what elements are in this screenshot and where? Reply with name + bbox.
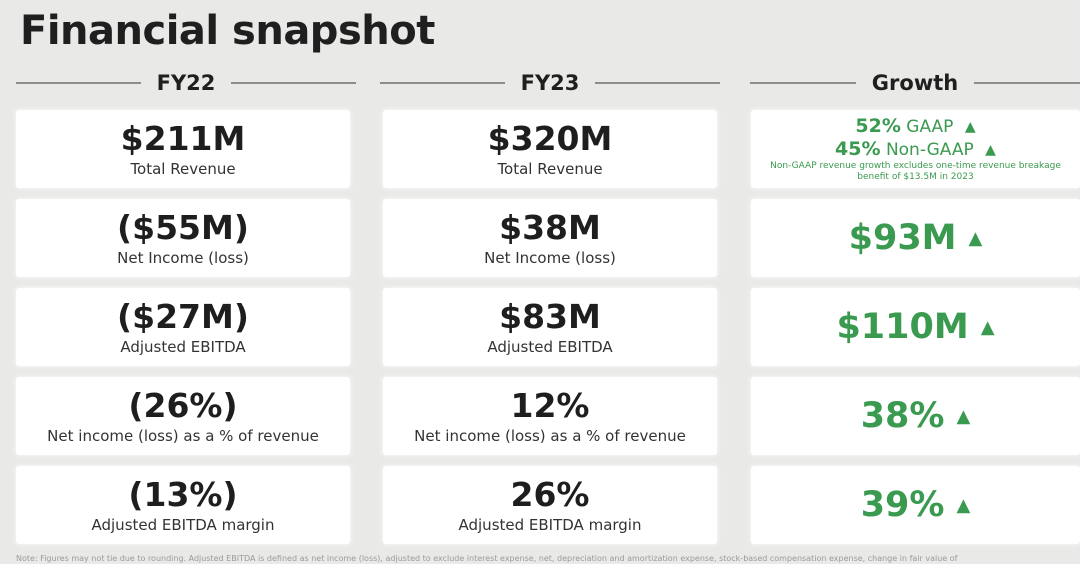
growth-revenue-gaap-label: GAAP bbox=[906, 117, 954, 137]
fy22-ebitda-label: Adjusted EBITDA bbox=[120, 338, 246, 356]
fy22-net-income-label: Net Income (loss) bbox=[117, 249, 249, 267]
fy22-net-income-card: ($55M) Net Income (loss) bbox=[16, 199, 350, 277]
growth-ebitda-margin-row: 39% ▲ bbox=[861, 485, 971, 526]
footnote: Note: Figures may not tie due to roundin… bbox=[16, 554, 958, 563]
fy23-ebitda-label: Adjusted EBITDA bbox=[487, 338, 613, 356]
column-header-fy22: FY22 bbox=[16, 66, 356, 100]
growth-revenue-gaap: 52% GAAP ▲ bbox=[855, 115, 975, 138]
up-arrow-icon: ▲ bbox=[956, 405, 971, 427]
fy23-revenue-card: $320M Total Revenue bbox=[383, 110, 717, 188]
growth-revenue-nongaap-value: 45% bbox=[835, 138, 881, 160]
fy23-revenue-label: Total Revenue bbox=[497, 160, 603, 178]
growth-revenue-card: 52% GAAP ▲ 45% Non-GAAP ▲ Non-GAAP reven… bbox=[751, 110, 1080, 188]
fy23-net-income-pct-value: 12% bbox=[510, 386, 590, 425]
header-rule bbox=[974, 82, 1080, 84]
up-arrow-icon: ▲ bbox=[968, 227, 983, 249]
header-rule bbox=[16, 82, 141, 84]
growth-ebitda-card: $110M ▲ bbox=[751, 288, 1080, 366]
header-rule bbox=[750, 82, 856, 84]
header-rule bbox=[380, 82, 505, 84]
fy22-ebitda-margin-value: (13%) bbox=[128, 475, 238, 514]
growth-net-income-pct-value: 38% bbox=[860, 395, 945, 436]
growth-revenue-note-line1: Non-GAAP revenue growth excludes one-tim… bbox=[770, 161, 1061, 171]
fy23-net-income-pct-card: 12% Net income (loss) as a % of revenue bbox=[383, 377, 717, 455]
fy22-net-income-value: ($55M) bbox=[117, 208, 249, 247]
up-arrow-icon: ▲ bbox=[964, 119, 976, 135]
fy22-net-income-pct-card: (26%) Net income (loss) as a % of revenu… bbox=[16, 377, 350, 455]
fy23-net-income-label: Net Income (loss) bbox=[484, 249, 616, 267]
up-arrow-icon: ▲ bbox=[980, 316, 995, 338]
growth-ebitda-value: $110M bbox=[836, 306, 969, 347]
growth-revenue-nongaap: 45% Non-GAAP ▲ bbox=[835, 138, 996, 161]
fy23-ebitda-card: $83M Adjusted EBITDA bbox=[383, 288, 717, 366]
column-header-fy23: FY23 bbox=[380, 66, 720, 100]
fy22-ebitda-value: ($27M) bbox=[117, 297, 249, 336]
column-header-growth: Growth bbox=[750, 66, 1080, 100]
growth-net-income-value: $93M bbox=[848, 217, 957, 258]
fy23-net-income-pct-label: Net income (loss) as a % of revenue bbox=[414, 427, 686, 445]
growth-ebitda-margin-card: 39% ▲ bbox=[751, 466, 1080, 544]
column-label-fy22: FY22 bbox=[156, 71, 216, 95]
fy23-ebitda-margin-value: 26% bbox=[510, 475, 590, 514]
growth-revenue-gaap-value: 52% bbox=[855, 115, 901, 137]
fy23-ebitda-margin-label: Adjusted EBITDA margin bbox=[458, 516, 642, 534]
growth-ebitda-margin-value: 39% bbox=[860, 484, 945, 525]
fy23-ebitda-margin-card: 26% Adjusted EBITDA margin bbox=[383, 466, 717, 544]
growth-revenue-nongaap-label: Non-GAAP bbox=[885, 140, 974, 160]
up-arrow-icon: ▲ bbox=[985, 142, 996, 158]
fy23-net-income-value: $38M bbox=[499, 208, 601, 247]
page-title: Financial snapshot bbox=[20, 8, 435, 54]
fy23-ebitda-value: $83M bbox=[499, 297, 601, 336]
growth-net-income-card: $93M ▲ bbox=[751, 199, 1080, 277]
growth-net-income-pct-card: 38% ▲ bbox=[751, 377, 1080, 455]
fy23-revenue-value: $320M bbox=[487, 119, 613, 158]
fy22-revenue-label: Total Revenue bbox=[130, 160, 236, 178]
header-rule bbox=[595, 82, 720, 84]
growth-ebitda-row: $110M ▲ bbox=[836, 307, 994, 348]
fy22-revenue-value: $211M bbox=[120, 119, 246, 158]
fy22-net-income-pct-label: Net income (loss) as a % of revenue bbox=[47, 427, 319, 445]
column-label-growth: Growth bbox=[871, 71, 959, 95]
up-arrow-icon: ▲ bbox=[956, 494, 971, 516]
growth-net-income-pct-row: 38% ▲ bbox=[861, 396, 971, 437]
fy22-revenue-card: $211M Total Revenue bbox=[16, 110, 350, 188]
fy22-ebitda-margin-card: (13%) Adjusted EBITDA margin bbox=[16, 466, 350, 544]
column-label-fy23: FY23 bbox=[520, 71, 580, 95]
growth-net-income-row: $93M ▲ bbox=[849, 218, 983, 259]
header-rule bbox=[231, 82, 356, 84]
fy22-ebitda-margin-label: Adjusted EBITDA margin bbox=[91, 516, 275, 534]
fy22-ebitda-card: ($27M) Adjusted EBITDA bbox=[16, 288, 350, 366]
fy23-net-income-card: $38M Net Income (loss) bbox=[383, 199, 717, 277]
fy22-net-income-pct-value: (26%) bbox=[128, 386, 238, 425]
growth-revenue-note-line2: benefit of $13.5M in 2023 bbox=[857, 172, 974, 182]
